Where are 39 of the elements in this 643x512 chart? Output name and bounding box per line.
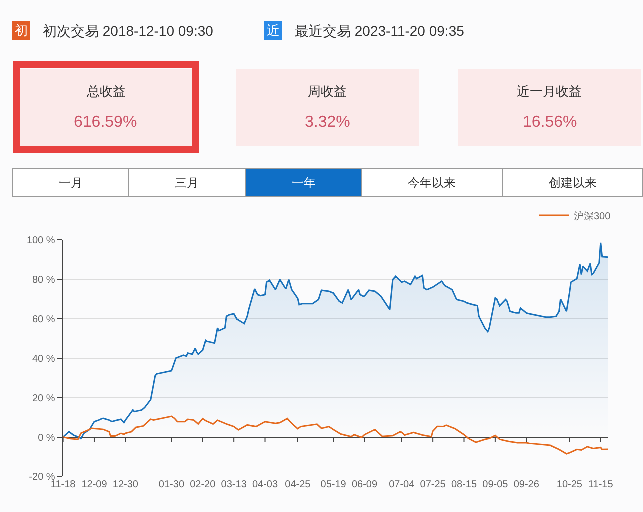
x-tick-label: 08-15 bbox=[451, 480, 478, 491]
legend-label: 沪深300 bbox=[574, 210, 612, 222]
x-tick-label: 01-30 bbox=[158, 480, 185, 491]
y-tick-label: 60 % bbox=[32, 314, 56, 326]
x-tick-label: 06-09 bbox=[352, 480, 378, 491]
y-tick-label: 40 % bbox=[32, 354, 56, 365]
x-tick-label: 09-26 bbox=[514, 480, 540, 491]
text: 近 bbox=[267, 23, 280, 38]
x-tick-label: 12-30 bbox=[112, 480, 139, 491]
text: 616.59% bbox=[74, 114, 138, 131]
x-tick-label: 04-03 bbox=[252, 480, 278, 491]
y-tick-label: 20 % bbox=[32, 393, 56, 404]
x-tick-label: 11-15 bbox=[588, 480, 614, 491]
y-tick-label: 80 % bbox=[32, 274, 56, 286]
text: 周收益 bbox=[308, 84, 347, 99]
x-tick-label: 07-25 bbox=[420, 480, 446, 491]
x-tick-label: 09-05 bbox=[482, 480, 509, 491]
x-tick-label: 12-09 bbox=[82, 480, 108, 491]
x-tick-label: 10-25 bbox=[556, 480, 583, 491]
category-label: 三月 bbox=[175, 176, 199, 190]
text: 初 bbox=[15, 23, 28, 38]
x-tick-label: 07-04 bbox=[389, 480, 416, 491]
category-label: 一年 bbox=[292, 176, 316, 190]
category-label: 一月 bbox=[59, 176, 83, 190]
x-tick-label: 02-20 bbox=[190, 480, 216, 491]
category-label: 创建以来 bbox=[549, 176, 597, 190]
x-tick-label: 04-25 bbox=[285, 480, 312, 491]
y-tick-label: 0 % bbox=[38, 432, 56, 444]
category-label: 今年以来 bbox=[408, 176, 456, 190]
y-tick-label: 100 % bbox=[26, 236, 56, 246]
text: 初次交易 2018-12-10 09:30 bbox=[43, 23, 214, 39]
text: 最近交易 2023-11-20 09:35 bbox=[295, 23, 465, 39]
x-tick-label: 03-13 bbox=[221, 480, 248, 491]
text: 近一月收益 bbox=[517, 84, 582, 99]
text: 3.32% bbox=[305, 114, 350, 131]
text: 16.56% bbox=[523, 114, 578, 131]
x-tick-label: 11-18 bbox=[50, 480, 76, 491]
text: 总收益 bbox=[86, 84, 126, 99]
x-tick-label: 05-19 bbox=[320, 480, 347, 491]
